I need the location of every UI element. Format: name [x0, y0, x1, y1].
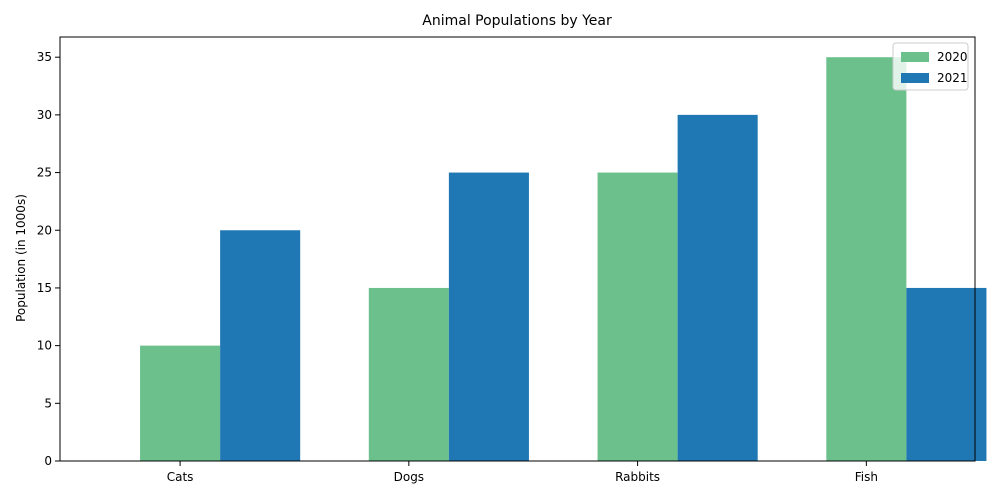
y-tick-label: 15 — [37, 281, 52, 295]
bar-2021-cats — [220, 230, 301, 461]
plot-frame — [59, 36, 976, 462]
y-tick-label: 5 — [44, 396, 52, 410]
y-tick-label: 30 — [37, 108, 52, 122]
bar-2020-cats — [140, 345, 221, 461]
legend-swatch-2020 — [901, 52, 929, 62]
bar-2021-dogs — [448, 172, 529, 461]
legend-swatch-2021 — [901, 73, 929, 83]
x-tick-label: Rabbits — [615, 470, 660, 484]
y-axis-title: Population (in 1000s) — [14, 194, 28, 322]
chart-title: Animal Populations by Year — [422, 13, 612, 29]
bar-2021-fish — [906, 287, 987, 461]
y-tick-label: 35 — [37, 50, 52, 64]
legend-label-2021: 2021 — [937, 71, 968, 85]
bar-2020-dogs — [368, 287, 449, 461]
bar-2020-rabbits — [597, 172, 678, 461]
legend: 2020 2021 — [892, 42, 969, 91]
x-tick-label: Dogs — [394, 470, 424, 484]
legend-label-2020: 2020 — [937, 50, 968, 64]
y-tick-label: 10 — [37, 339, 52, 353]
y-tick-label: 25 — [37, 166, 52, 180]
x-tick-label: Cats — [167, 470, 194, 484]
bar-2021-rabbits — [677, 114, 758, 461]
y-tick-label: 20 — [37, 223, 52, 237]
y-tick-label: 0 — [44, 454, 52, 468]
x-tick-label: Fish — [855, 470, 878, 484]
bar-2020-fish — [826, 57, 907, 461]
